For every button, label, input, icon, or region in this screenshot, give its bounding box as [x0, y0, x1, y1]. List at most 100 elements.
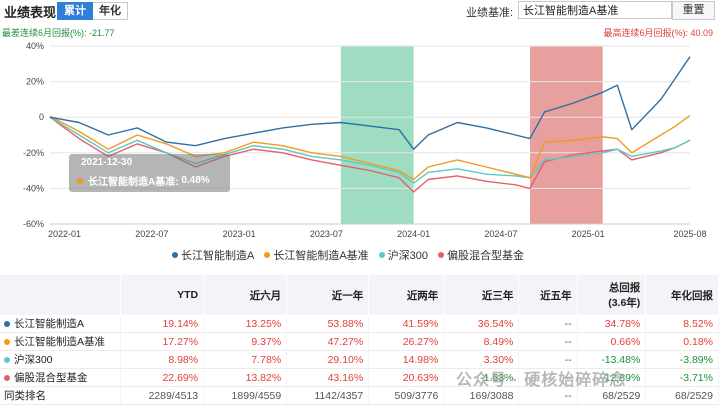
table-cell: 1142/4357 [286, 386, 370, 405]
table-cell: 8.52% [645, 315, 719, 333]
table-row: 长江智能制造A基准 17.27% 9.37% 47.27% 26.27% 8.49% -- 0… [0, 332, 719, 351]
table-cell: 20.63% [368, 368, 445, 387]
chart-legend: 长江智能制造A 长江智能制造A基准 沪深300 偏股混合型基金 [172, 247, 534, 263]
column-header: 近五年 [518, 275, 578, 315]
table-cell: 22.69% [120, 368, 205, 387]
x-tick-label: 2023-07 [310, 229, 343, 239]
row-name: 偏股混合型基金 [0, 368, 121, 387]
y-tick-label: -20% [23, 148, 44, 158]
legend-dot [378, 252, 385, 258]
column-header: 近一年 [286, 275, 370, 315]
mode-tabs: 累计 年化 [57, 2, 128, 20]
row-dot [4, 357, 10, 364]
table-row: 长江智能制造A 19.14% 13.25% 53.88% 41.59% 36.54% -- 3… [0, 315, 719, 333]
column-header: 总回报 (3.6年) [577, 275, 647, 315]
y-tick-label: 40% [26, 41, 44, 51]
table-cell: 43.16% [286, 368, 370, 387]
tooltip-row: 长江智能制造A基准: 0.48% [77, 173, 210, 188]
watermark: 公众号 · 硬核始碎碎念 [456, 372, 627, 389]
section-title: 业绩表现 [4, 5, 57, 20]
y-tick-label: -60% [23, 219, 44, 229]
table-cell: 9.37% [203, 332, 288, 351]
legend-label: 偏股混合型基金 [447, 250, 525, 262]
table-cell: 68/2529 [645, 386, 719, 405]
table-cell: -3.71% [645, 368, 719, 387]
worst-6m-return: 最差连续6月回报(%): -21.77 [2, 28, 115, 38]
table-row: 偏股混合型基金 22.69% 13.82% 43.16% 20.63% -1.53% -- -… [0, 368, 719, 387]
x-tick-label: 2024-07 [484, 229, 517, 239]
table-cell: 13.82% [203, 368, 288, 387]
performance-chart[interactable]: 40% 20% 0 -20% -40% -60% 2022-01 2022-07 2023-01… [0, 36, 719, 248]
table-cell: 0.18% [645, 332, 719, 351]
table-cell: 3.30% [443, 350, 520, 369]
best-6m-return: 最高连续6月回报(%): 40.09 [603, 28, 713, 38]
table-cell: 8.98% [120, 350, 205, 369]
row-dot [4, 375, 10, 382]
table-cell: 14.98% [368, 350, 445, 369]
legend-label: 沪深300 [387, 250, 429, 262]
table-cell: 36.54% [443, 315, 520, 333]
table-cell: -12.89% [577, 368, 647, 387]
table-cell: 0.66% [577, 332, 647, 351]
table-cell: 13.25% [203, 315, 288, 333]
highlight-band-green [340, 46, 414, 224]
column-header: 近两年 [368, 275, 445, 315]
table-cell: -1.53% [443, 368, 520, 387]
y-tick-label: 0 [39, 112, 44, 122]
legend-dot [264, 252, 271, 258]
table-cell: 8.49% [443, 332, 520, 351]
y-tick-label: 20% [26, 77, 44, 87]
reset-button[interactable]: 重置 [672, 1, 715, 20]
tooltip-value: 0.48% [181, 175, 210, 186]
series-line-0 [49, 56, 691, 150]
tab-annualized[interactable]: 年化 [93, 2, 128, 20]
table-cell: 26.27% [368, 332, 445, 351]
x-tick-label: 2024-01 [397, 229, 430, 239]
legend-item[interactable]: 长江智能制造A [172, 247, 254, 263]
legend-dot [438, 252, 445, 258]
table-cell: 53.88% [286, 315, 370, 333]
column-header: 近六月 [203, 275, 288, 315]
column-header: YTD [120, 275, 205, 315]
table-cell: 17.27% [120, 332, 205, 351]
row-name: 沪深300 [0, 350, 121, 369]
x-tick-label: 2025-08 [673, 229, 706, 239]
row-name: 长江智能制造A [0, 315, 121, 333]
table-cell: -13.48% [577, 350, 647, 369]
tab-cumulative[interactable]: 累计 [57, 2, 93, 20]
table-cell: 7.78% [203, 350, 288, 369]
tooltip-series-label: 长江智能制造A基准: [88, 177, 179, 188]
table-row: 沪深300 8.98% 7.78% 29.10% 14.98% 3.30% -- -13.48… [0, 350, 719, 369]
benchmark-input[interactable] [518, 1, 672, 19]
legend-label: 长江智能制造A [181, 250, 255, 262]
tooltip-series-dot [77, 177, 83, 184]
table-cell: 169/3088 [443, 386, 520, 405]
legend-item[interactable]: 长江智能制造A基准 [264, 247, 369, 263]
y-tick-label: -40% [23, 183, 44, 193]
table-cell: 19.14% [120, 315, 205, 333]
table-cell: 1899/4559 [203, 386, 288, 405]
row-dot [4, 339, 10, 346]
table-cell: 34.78% [577, 315, 647, 333]
x-tick-label: 2025-01 [572, 229, 605, 239]
x-tick-label: 2023-01 [223, 229, 256, 239]
x-tick-label: 2022-01 [48, 229, 81, 239]
highlight-band-red [530, 46, 603, 224]
column-header [0, 275, 121, 315]
table-cell: 2289/4513 [120, 386, 205, 405]
row-dot [4, 321, 10, 328]
column-header: 年化回报 [645, 275, 719, 315]
table-cell: -- [518, 350, 578, 369]
table-cell: 47.27% [286, 332, 370, 351]
legend-item[interactable]: 沪深300 [378, 247, 429, 263]
table-cell: 29.10% [286, 350, 370, 369]
row-name: 长江智能制造A基准 [0, 332, 121, 351]
table-cell: 509/3776 [368, 386, 445, 405]
legend-item[interactable]: 偏股混合型基金 [438, 247, 524, 263]
table-cell: -3.89% [645, 350, 719, 369]
table-cell: -- [518, 332, 578, 351]
row-name: 同类排名 [0, 386, 121, 405]
benchmark-label: 业绩基准: [466, 7, 514, 19]
column-header: 近三年 [443, 275, 520, 315]
legend-label: 长江智能制造A基准 [273, 250, 369, 262]
